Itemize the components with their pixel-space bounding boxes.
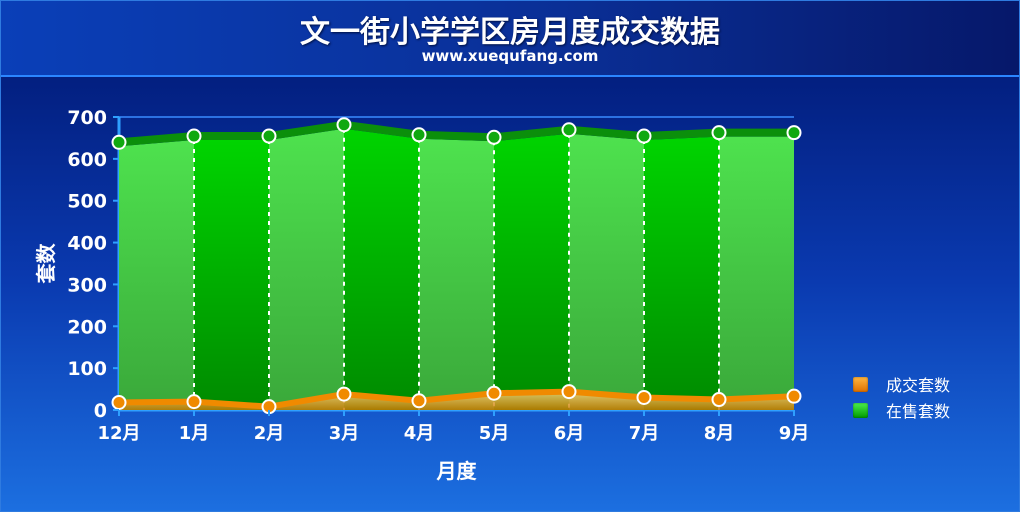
point-listings	[711, 125, 727, 141]
point-listings	[111, 134, 127, 150]
area-segment-listings	[719, 136, 794, 410]
point-deals	[186, 394, 202, 410]
area-segment-listings	[194, 140, 269, 410]
area-segment-listings	[569, 133, 644, 410]
point-deals	[111, 394, 127, 410]
y-tick-label: 300	[67, 274, 107, 296]
x-tick-label: 3月	[329, 423, 360, 444]
area-segment-listings	[419, 138, 494, 410]
legend-item-listings: 在售套数	[853, 397, 950, 423]
point-listings	[486, 129, 502, 145]
area-segment-listings	[119, 140, 194, 410]
point-deals	[711, 392, 727, 408]
x-tick-label: 8月	[704, 423, 735, 444]
line-deals	[118, 388, 795, 410]
y-tick-label: 0	[94, 400, 107, 422]
area-segment-listings	[644, 136, 719, 410]
point-deals	[336, 386, 352, 402]
point-listings	[411, 127, 427, 143]
point-deals	[786, 388, 802, 404]
y-tick-label: 200	[67, 316, 107, 338]
area-segment-listings	[269, 128, 344, 410]
x-tick-label: 2月	[254, 423, 285, 444]
point-deals	[561, 384, 577, 400]
y-axis-title: 套数	[34, 243, 58, 284]
legend-swatch-deals	[853, 376, 868, 392]
chart-subtitle: www.xuequfang.com	[421, 47, 599, 65]
y-tick-label: 600	[67, 149, 107, 171]
point-deals	[636, 389, 652, 405]
point-listings	[261, 128, 277, 144]
point-deals	[411, 393, 427, 409]
chart-legend: 成交套数 在售套数	[853, 371, 950, 423]
legend-swatch-listings	[853, 402, 868, 418]
y-tick-label: 500	[67, 191, 107, 213]
legend-label-listings: 在售套数	[886, 402, 951, 421]
x-tick-label: 7月	[629, 423, 660, 444]
point-listings	[786, 125, 802, 141]
legend-label-deals: 成交套数	[886, 376, 951, 395]
legend-item-deals: 成交套数	[853, 371, 950, 397]
x-tick-label: 9月	[779, 423, 810, 444]
point-listings	[561, 122, 577, 138]
area-segment-listings	[494, 133, 569, 410]
x-axis-title: 月度	[436, 459, 478, 483]
point-deals	[486, 385, 502, 401]
point-listings	[336, 117, 352, 133]
point-listings	[636, 128, 652, 144]
y-tick-label: 700	[67, 107, 107, 129]
area-segment-listings	[344, 128, 419, 410]
x-tick-label: 12月	[97, 423, 140, 444]
x-tick-label: 5月	[479, 423, 510, 444]
chart-header: 文一街小学学区房月度成交数据 www.xuequfang.com	[1, 1, 1019, 77]
chart-title: 文一街小学学区房月度成交数据	[300, 15, 720, 50]
y-tick-label: 100	[67, 358, 107, 380]
area-top-listings	[119, 120, 794, 147]
x-tick-label: 1月	[179, 423, 210, 444]
y-tick-label: 400	[67, 233, 107, 255]
point-listings	[186, 128, 202, 144]
x-tick-label: 6月	[554, 423, 585, 444]
x-tick-label: 4月	[404, 423, 435, 444]
